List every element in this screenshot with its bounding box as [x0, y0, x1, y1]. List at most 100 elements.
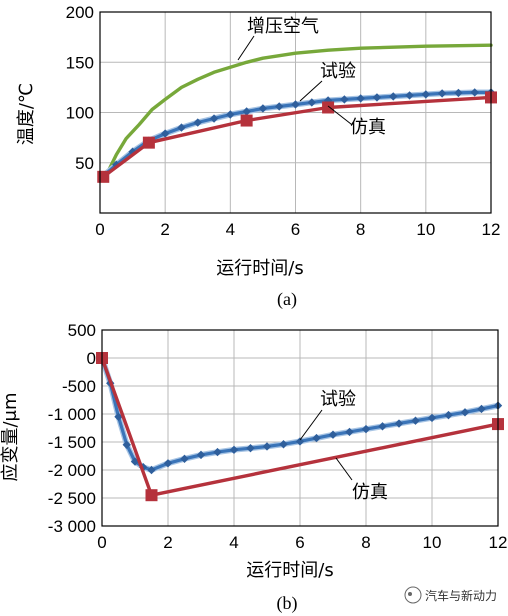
chart-b-y-ticks: 500 0 -500 -1 000 -1 500 -2 000 -2 500 -3 000	[48, 321, 96, 536]
chart-b-series-0-point	[180, 454, 189, 463]
chart-a-series-1-point	[275, 102, 284, 111]
chart-b-series-0-point	[114, 412, 123, 421]
chart-a-series-1-point	[258, 104, 268, 113]
chart-a-series-2-point	[240, 114, 253, 127]
chart-b-series-0-point	[328, 430, 338, 439]
chart-a-xtick-label: 2	[160, 220, 169, 239]
chart-b-panel-label: (b)	[277, 593, 298, 614]
chart-a-series-1-point	[421, 90, 431, 99]
chart-a-series-1-point	[454, 88, 463, 98]
chart-b-series-0-point	[361, 424, 371, 434]
chart-a-ytick-label: 100	[66, 104, 94, 123]
chart-b-x-ticks: 0 2 4 6 8 10 12	[97, 533, 507, 552]
chart-b-xtick-label: 2	[163, 533, 172, 552]
chart-a-series-line-0	[104, 43, 493, 177]
chart-b-annotation-sim: 仿真	[352, 482, 388, 503]
chart-a-xlabel: 运行时间/s	[216, 258, 303, 279]
chart-b-xtick-label: 8	[361, 533, 370, 552]
chart-a-xtick-label: 12	[482, 220, 501, 239]
chart-a-leader-test	[299, 80, 323, 102]
chart-a-series-1-point	[356, 94, 365, 103]
chart-a-series-1-point	[405, 91, 414, 100]
chart-a-annotation-sim: 仿真	[350, 117, 386, 138]
chart-a-series-1-point	[193, 118, 202, 127]
chart-a-xtick-label: 10	[416, 220, 435, 239]
chart-a-series-1-point	[177, 123, 186, 132]
chart-a-ytick-label: 150	[66, 53, 94, 72]
chart-b-xtick-label: 0	[97, 533, 106, 552]
chart-b-ytick-label: 500	[68, 321, 96, 340]
chart-b-series-1-point	[145, 489, 158, 502]
chart-b-leader-sim	[335, 457, 353, 481]
chart-a-leader-air	[237, 35, 255, 61]
chart-a-annotation-test: 试验	[320, 61, 356, 82]
chart-a-ytick-label: 50	[75, 154, 94, 173]
chart-b-xtick-label: 10	[423, 533, 442, 552]
chart-a-ytick-label: 200	[66, 3, 94, 22]
chart-b-series-0-point	[196, 450, 206, 460]
chart-b-series-0-point	[477, 404, 486, 414]
chart-b-series-0-point	[147, 465, 156, 475]
chart-b-series-0-point	[444, 410, 453, 420]
chart-b-series-0-point	[394, 419, 404, 428]
chart-a-series-1-point	[372, 93, 382, 102]
chart-a-plot-frame	[99, 11, 492, 214]
chart-b-series-0-point	[312, 433, 321, 443]
chart-b-series-0-point	[345, 427, 354, 437]
chart-b-series-0-point	[229, 445, 239, 455]
chart-a-series-1-point	[209, 114, 219, 123]
chart-b-ytick-label: -1 000	[48, 405, 96, 424]
chart-a-y-ticks: 50 100 150 200	[66, 3, 94, 173]
chart-a-series-1-point	[437, 89, 447, 98]
chart-b-series-0-point	[262, 442, 272, 451]
chart-a-series-1-point	[291, 100, 300, 109]
chart-b-plot-frame	[101, 329, 499, 527]
chart-a-xtick-label: 6	[291, 220, 300, 239]
watermark-logo-icon	[404, 586, 422, 604]
chart-b-xlabel: 运行时间/s	[246, 560, 333, 581]
chart-a-series-1-point	[340, 95, 349, 104]
chart-b-ytick-label: -500	[62, 377, 96, 396]
chart-b-series-0-point	[246, 443, 255, 453]
chart-b-leader-test	[299, 409, 323, 441]
chart-a-panel-label: (a)	[277, 289, 297, 310]
chart-b-series-0-point	[378, 422, 387, 431]
chart-a-annotation-air: 增压空气	[247, 16, 319, 37]
chart-a-series-2-point	[322, 101, 335, 114]
chart-b-series-0-point	[295, 437, 305, 446]
watermark-logo-dot	[408, 592, 412, 596]
chart-b-series-0-point	[213, 447, 222, 457]
chart-b-series-0-point	[122, 440, 131, 449]
chart-a-xtick-label: 8	[356, 220, 365, 239]
chart-b-ytick-label: -1 500	[48, 433, 96, 452]
chart-a-x-ticks: 0 2 4 6 8 10 12	[95, 220, 500, 239]
chart-b-grid	[102, 330, 498, 526]
chart-a-series-1-point	[470, 88, 479, 97]
chart-b: 500 0 -500 -1 000 -1 500 -2 000 -2 500 -3 000 0…	[0, 321, 507, 614]
chart-a-xtick-label: 0	[95, 220, 104, 239]
chart-b-ytick-label: 0	[87, 349, 96, 368]
chart-a-series-2-point	[142, 136, 155, 149]
chart-b-ytick-label: -2 500	[48, 489, 96, 508]
chart-b-annotation-test: 试验	[320, 389, 356, 410]
chart-a-series-1-point	[242, 107, 251, 116]
chart-a-series-1-point	[389, 92, 398, 101]
chart-b-ytick-label: -3 000	[48, 517, 96, 536]
chart-a-series-1-point	[307, 98, 316, 107]
chart-a-xtick-label: 4	[226, 220, 235, 239]
chart-b-series-0-point	[130, 457, 140, 466]
chart-a-series	[97, 43, 497, 183]
chart-b-series-0-point	[279, 440, 288, 449]
chart-b-series	[96, 352, 504, 502]
chart-b-series-0-point	[427, 413, 437, 423]
chart-b-series-0-point	[163, 459, 173, 468]
chart-b-ylabel: 应变量/μm	[0, 392, 21, 481]
chart-b-xtick-label: 6	[295, 533, 304, 552]
chart-a-series-1-point	[160, 129, 170, 138]
chart-a-series-1-point	[226, 110, 235, 119]
chart-b-series-0-point	[460, 408, 470, 417]
chart-a-series-2-point	[97, 170, 110, 183]
chart-a: 50 100 150 200 0 2 4 6 8 10 12 运行时间/s 温度/℃ 增压空气 试…	[16, 3, 500, 310]
chart-b-ytick-label: -2 000	[48, 461, 96, 480]
